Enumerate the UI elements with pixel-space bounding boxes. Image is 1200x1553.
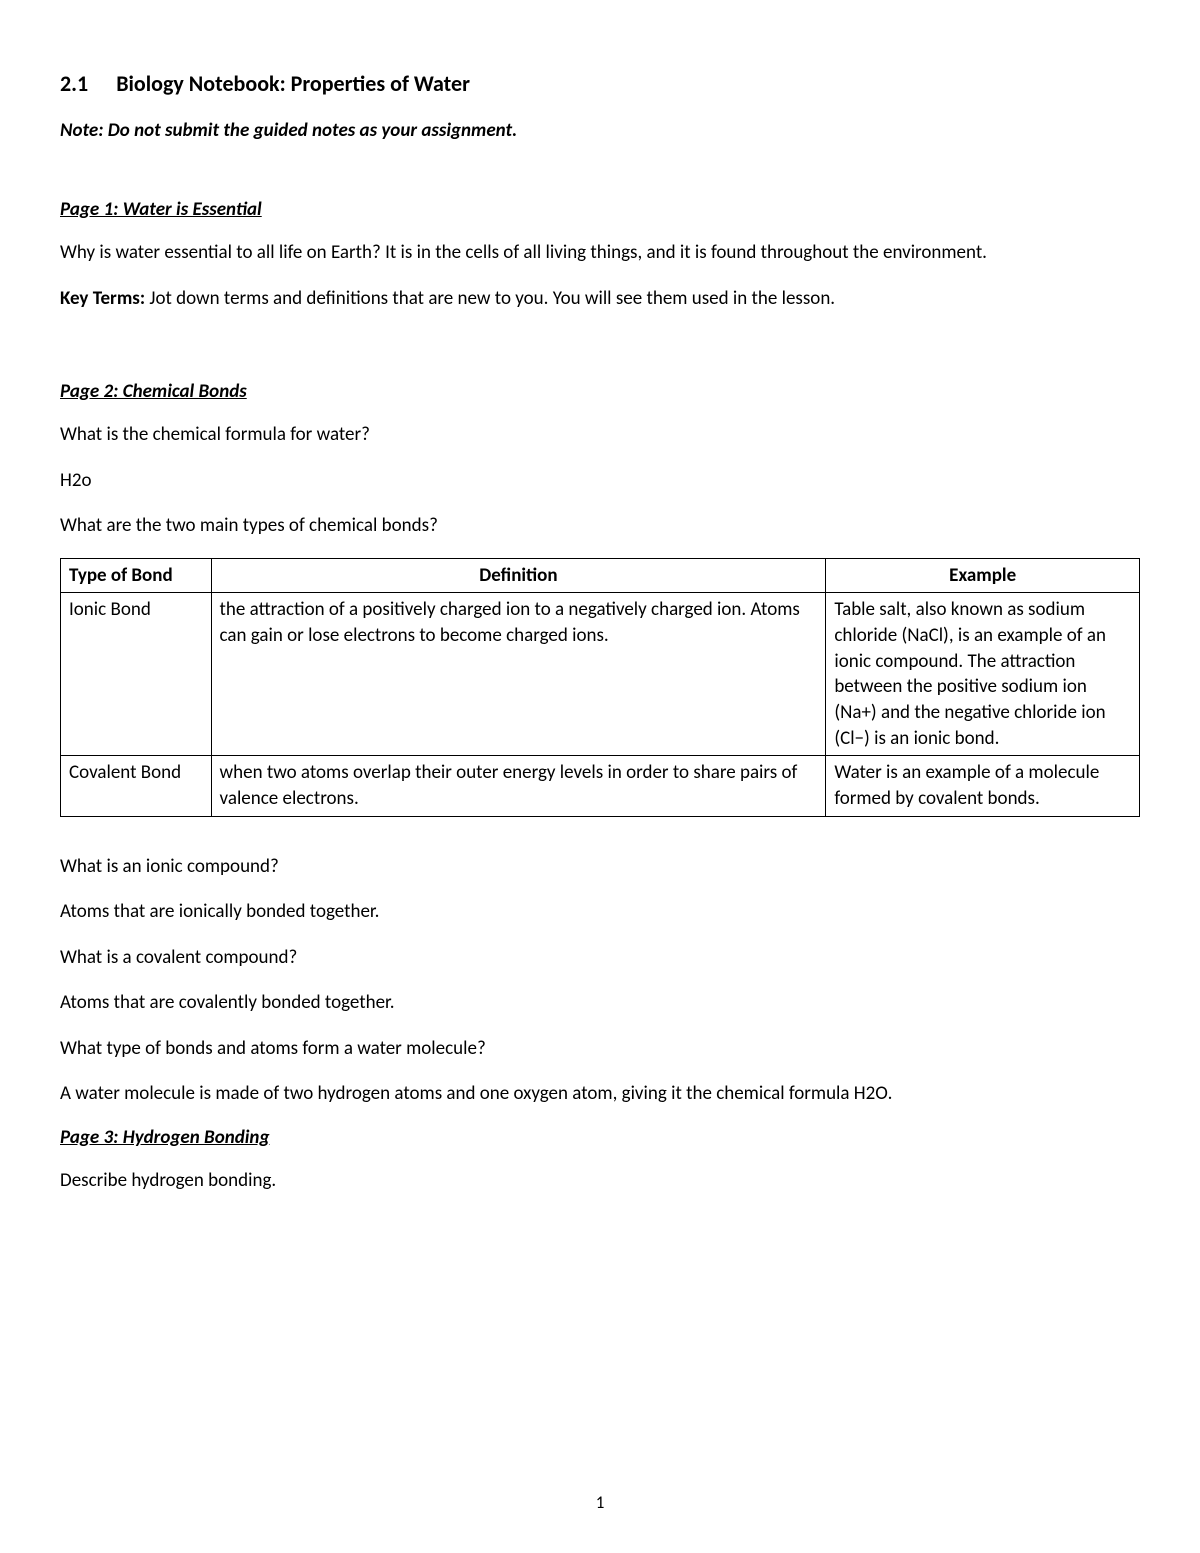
document-title: 2.1 Biology Notebook: Properties of Wate… [60, 70, 1140, 97]
page1-key-terms: Key Terms: Jot down terms and definition… [60, 285, 1140, 313]
title-text: Biology Notebook: Properties of Water [116, 70, 470, 97]
cell-definition: when two atoms overlap their outer energ… [211, 756, 826, 816]
page1-q1: Why is water essential to all life on Ea… [60, 239, 1140, 267]
page2-q3: What is an ionic compound? [60, 853, 1140, 881]
assignment-note: Note: Do not submit the guided notes as … [60, 119, 1140, 142]
page2-a3: Atoms that are ionically bonded together… [60, 898, 1140, 926]
col-header-type: Type of Bond [61, 558, 212, 593]
cell-definition: the attraction of a positively charged i… [211, 593, 826, 756]
page2-q1: What is the chemical formula for water? [60, 421, 1140, 449]
key-terms-label: Key Terms: [60, 287, 145, 310]
table-header-row: Type of Bond Definition Example [61, 558, 1140, 593]
page2-a5: A water molecule is made of two hydrogen… [60, 1080, 1140, 1108]
col-header-definition: Definition [211, 558, 826, 593]
page3-q1: Describe hydrogen bonding. [60, 1167, 1140, 1195]
key-terms-text: Jot down terms and definitions that are … [145, 287, 835, 310]
page2-q5: What type of bonds and atoms form a wate… [60, 1035, 1140, 1063]
table-row: Ionic Bond the attraction of a positivel… [61, 593, 1140, 756]
section-number: 2.1 [60, 70, 88, 97]
table-row: Covalent Bond when two atoms overlap the… [61, 756, 1140, 816]
page1-heading: Page 1: Water is Essential [60, 198, 1140, 221]
col-header-example: Example [826, 558, 1140, 593]
page-number: 1 [596, 1492, 605, 1513]
chemical-bonds-table: Type of Bond Definition Example Ionic Bo… [60, 558, 1140, 817]
page2-heading: Page 2: Chemical Bonds [60, 380, 1140, 403]
page2-a4: Atoms that are covalently bonded togethe… [60, 989, 1140, 1017]
cell-example: Table salt, also known as sodium chlorid… [826, 593, 1140, 756]
cell-example: Water is an example of a molecule formed… [826, 756, 1140, 816]
page2-q4: What is a covalent compound? [60, 944, 1140, 972]
page2-a1: H2o [60, 467, 1140, 495]
page3-heading: Page 3: Hydrogen Bonding [60, 1126, 1140, 1149]
page2-q2: What are the two main types of chemical … [60, 512, 1140, 540]
cell-type: Covalent Bond [61, 756, 212, 816]
cell-type: Ionic Bond [61, 593, 212, 756]
